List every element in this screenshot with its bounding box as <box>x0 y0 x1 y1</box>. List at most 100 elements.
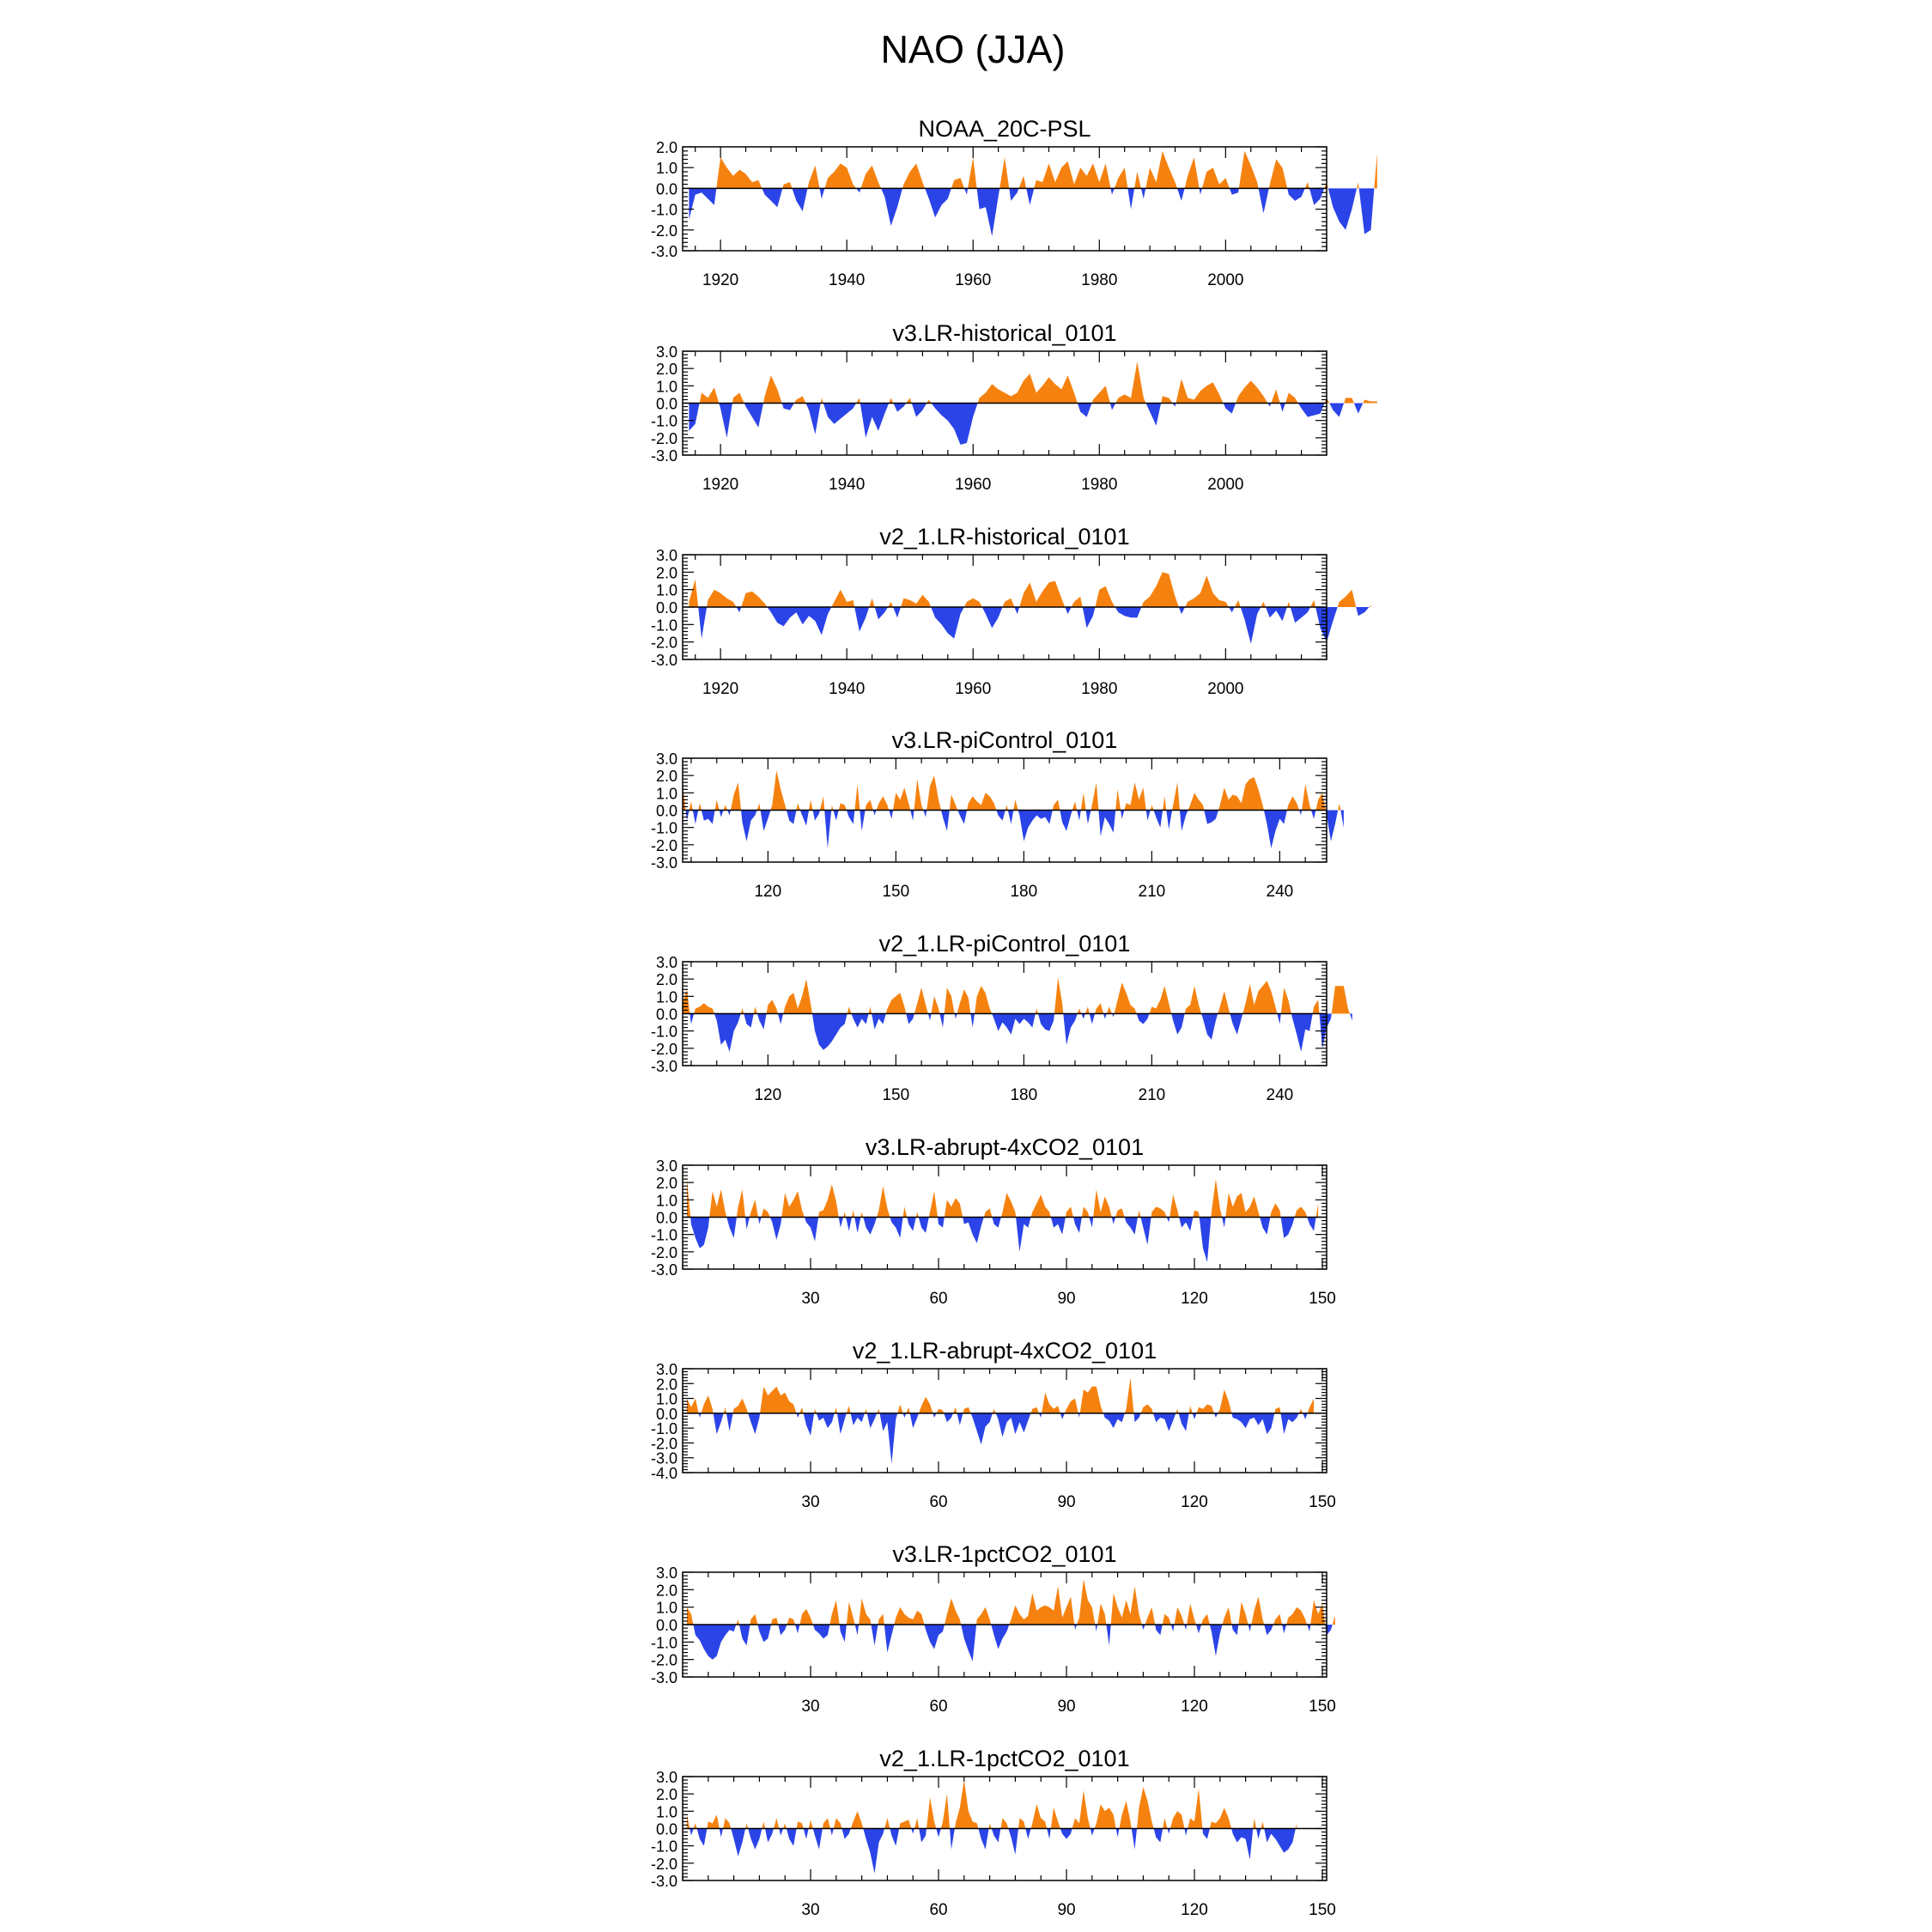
x-tick-label: 1960 <box>955 680 991 698</box>
negative-area <box>687 1413 1315 1464</box>
x-tick-label: 90 <box>1057 1901 1075 1919</box>
negative-area <box>689 403 1377 445</box>
chart-panel: v2_1.LR-1pctCO2_0101 3.02.01.00.0-1.0-2.0… <box>651 1746 1336 1919</box>
y-tick-label: -3.0 <box>651 1058 677 1075</box>
y-tick-label: 3.0 <box>656 547 677 564</box>
panel-title: v3.LR-historical_0101 <box>892 320 1116 346</box>
y-tick-label: 0.0 <box>656 1006 677 1024</box>
x-tick-label: 120 <box>1181 1698 1208 1716</box>
x-tick-label: 60 <box>929 1290 947 1308</box>
y-tick-label: 1.0 <box>656 1600 677 1617</box>
y-tick-label: -2.0 <box>651 222 677 240</box>
positive-area <box>683 977 1352 1014</box>
y-tick-label: -1.0 <box>651 1634 677 1651</box>
y-tick-label: 3.0 <box>656 1157 677 1175</box>
y-tick-label: -1.0 <box>651 617 677 634</box>
x-tick-label: 30 <box>801 1493 819 1511</box>
y-tick-label: 2.0 <box>656 139 677 156</box>
plot-frame <box>682 1368 1327 1473</box>
positive-area <box>687 1780 1297 1829</box>
panel-title: v3.LR-abrupt-4xCO2_0101 <box>866 1134 1144 1160</box>
chart-panel: v2_1.LR-piControl_0101 3.02.01.00.0-1.0-2… <box>651 931 1352 1104</box>
y-tick-label: -3.0 <box>651 1669 677 1686</box>
x-tick-label: 90 <box>1057 1493 1075 1511</box>
negative-area <box>683 1013 1352 1052</box>
panel-title: v2_1.LR-historical_0101 <box>879 524 1129 550</box>
y-tick-label: 2.0 <box>656 1175 677 1192</box>
y-tick-label: 3.0 <box>656 1564 677 1582</box>
y-tick-label: 3.0 <box>656 954 677 971</box>
x-tick-label: 1920 <box>702 680 738 698</box>
y-tick-label: 0.0 <box>656 1617 677 1634</box>
y-tick-label: 1.0 <box>656 1192 677 1209</box>
y-tick-label: 0.0 <box>656 803 677 820</box>
panel-title: NOAA_20C-PSL <box>918 116 1091 142</box>
x-tick-label: 60 <box>929 1698 947 1716</box>
x-tick-label: 150 <box>1309 1901 1336 1919</box>
x-tick-label: 1920 <box>702 476 738 494</box>
y-tick-label: -1.0 <box>651 1227 677 1244</box>
y-tick-label: -1.0 <box>651 202 677 219</box>
y-tick-label: -2.0 <box>651 1435 677 1452</box>
y-tick-label: 3.0 <box>656 343 677 361</box>
negative-area <box>683 810 1344 848</box>
y-tick-label: -3.0 <box>651 652 677 669</box>
panel-title: v2_1.LR-1pctCO2_0101 <box>879 1746 1129 1771</box>
x-tick-label: 90 <box>1057 1290 1075 1308</box>
y-tick-label: -2.0 <box>651 1041 677 1058</box>
x-tick-label: 120 <box>1181 1290 1208 1308</box>
x-tick-label: 120 <box>1181 1901 1208 1919</box>
x-tick-label: 150 <box>1309 1493 1336 1511</box>
y-tick-label: -1.0 <box>651 1024 677 1041</box>
x-tick-label: 150 <box>1309 1698 1336 1716</box>
positive-area <box>687 1179 1319 1218</box>
x-tick-label: 240 <box>1267 883 1294 901</box>
x-tick-label: 1940 <box>829 271 865 289</box>
x-tick-label: 1980 <box>1081 476 1117 494</box>
negative-area <box>687 1828 1297 1874</box>
x-tick-label: 1920 <box>702 271 738 289</box>
x-tick-label: 2000 <box>1207 271 1243 289</box>
panel-title: v3.LR-1pctCO2_0101 <box>892 1541 1116 1567</box>
y-tick-label: -2.0 <box>651 1652 677 1669</box>
chart-panel: v3.LR-historical_0101 3.02.01.00.0-1.0-2.… <box>651 320 1377 494</box>
y-tick-label: 1.0 <box>656 785 677 802</box>
y-tick-label: 2.0 <box>656 1786 677 1803</box>
panel-title: v2_1.LR-abrupt-4xCO2_0101 <box>853 1338 1157 1364</box>
chart-panel: v3.LR-piControl_0101 3.02.01.00.0-1.0-2.0… <box>651 727 1344 901</box>
y-tick-label: -3.0 <box>651 1873 677 1890</box>
y-tick-label: -2.0 <box>651 837 677 854</box>
y-tick-label: 0.0 <box>656 1821 677 1838</box>
x-tick-label: 60 <box>929 1493 947 1511</box>
y-tick-label: 2.0 <box>656 361 677 378</box>
y-tick-label: -3.0 <box>651 447 677 465</box>
y-tick-label: -3.0 <box>651 1450 677 1467</box>
y-tick-label: -4.0 <box>651 1465 677 1482</box>
y-tick-label: -2.0 <box>651 430 677 447</box>
positive-area <box>689 361 1377 404</box>
plot-frame <box>682 146 1327 252</box>
x-tick-label: 30 <box>801 1698 819 1716</box>
negative-area <box>687 1625 1335 1662</box>
y-tick-label: 2.0 <box>656 768 677 785</box>
x-tick-label: 1940 <box>829 476 865 494</box>
y-tick-label: 3.0 <box>656 1769 677 1786</box>
y-tick-label: 0.0 <box>656 1406 677 1423</box>
y-tick-label: -1.0 <box>651 1420 677 1437</box>
x-tick-label: 1980 <box>1081 271 1117 289</box>
x-tick-label: 1960 <box>955 271 991 289</box>
x-tick-label: 1980 <box>1081 680 1117 698</box>
figure-title: NAO (JJA) <box>880 27 1065 71</box>
x-tick-label: 60 <box>929 1901 947 1919</box>
y-tick-label: 1.0 <box>656 1391 677 1408</box>
y-tick-label: 0.0 <box>656 1210 677 1227</box>
x-tick-label: 1960 <box>955 476 991 494</box>
x-tick-label: 150 <box>882 883 909 901</box>
y-tick-label: -1.0 <box>651 1838 677 1856</box>
positive-area <box>689 150 1377 189</box>
panel-title: v2_1.LR-piControl_0101 <box>879 931 1131 957</box>
y-tick-label: -2.0 <box>651 1856 677 1873</box>
y-tick-label: -3.0 <box>651 854 677 872</box>
